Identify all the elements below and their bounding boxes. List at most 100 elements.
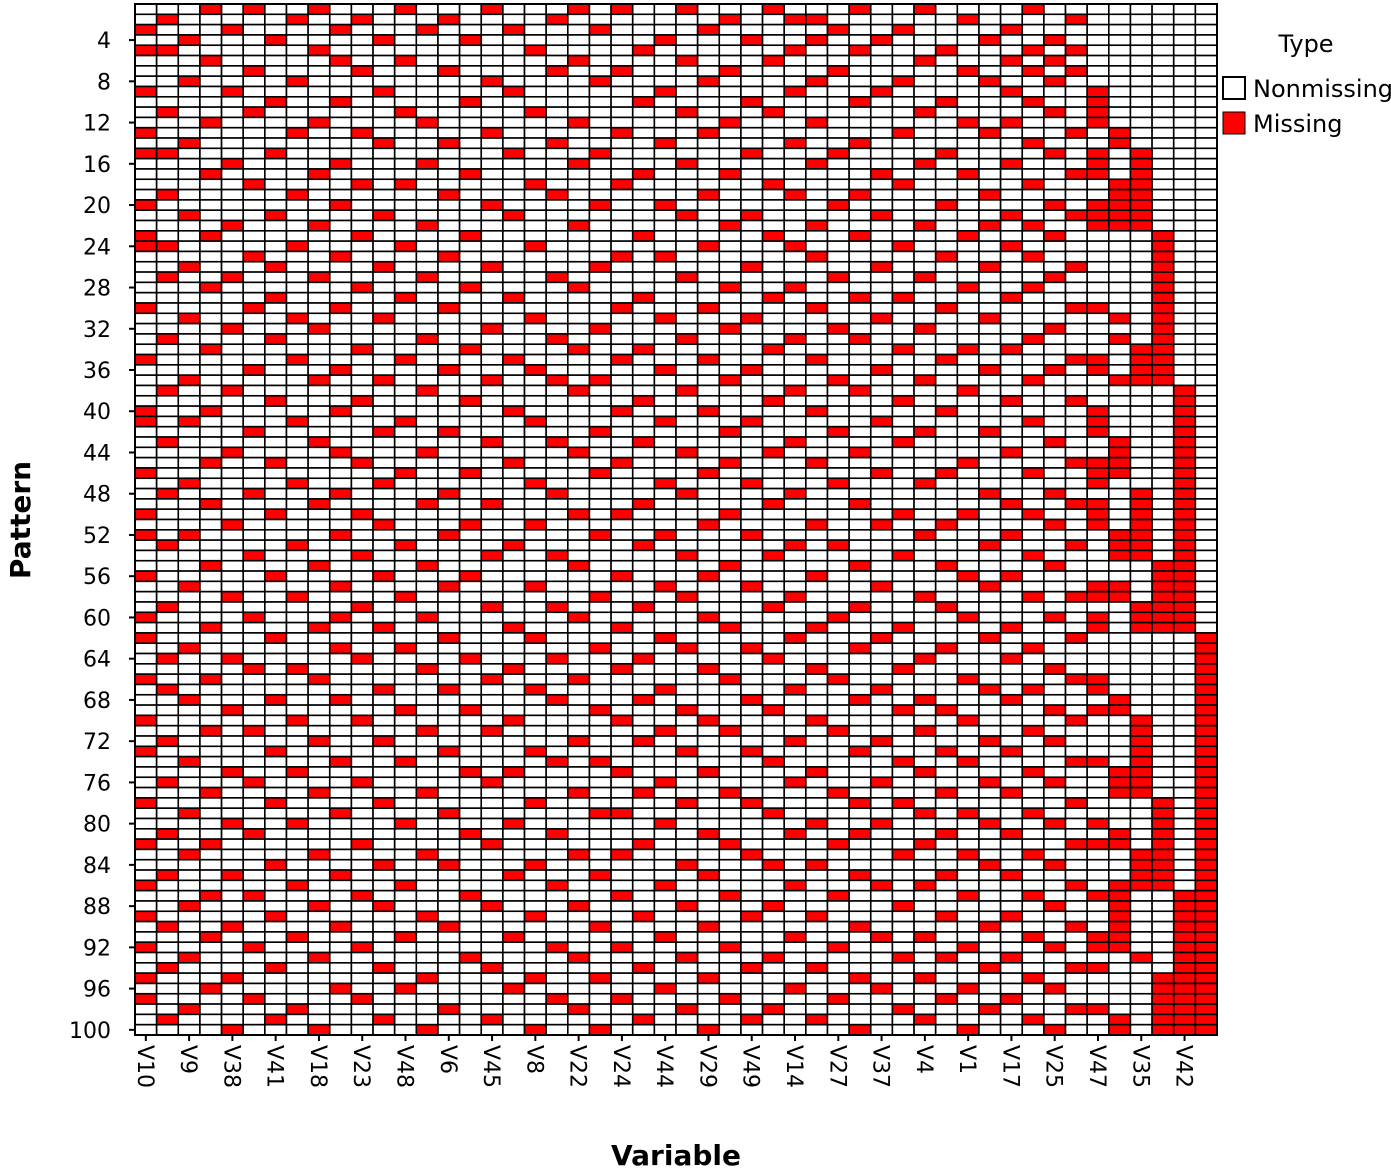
cell-missing	[588, 807, 612, 820]
cell-nonmissing	[437, 559, 461, 572]
cell-nonmissing	[826, 333, 850, 346]
cell-nonmissing	[199, 920, 223, 933]
cell-nonmissing	[956, 188, 980, 201]
cell-missing	[393, 642, 418, 655]
cell-nonmissing	[415, 652, 439, 665]
cell-missing	[1108, 879, 1132, 892]
cell-nonmissing	[891, 910, 915, 923]
cell-missing	[913, 766, 937, 779]
cell-nonmissing	[783, 570, 807, 583]
cell-nonmissing	[523, 838, 547, 851]
cell-missing	[761, 3, 785, 16]
cell-missing	[761, 394, 785, 407]
cell-nonmissing	[480, 1003, 504, 1016]
cell-nonmissing	[740, 735, 764, 748]
cell-missing	[1108, 920, 1132, 933]
cell-nonmissing	[177, 23, 201, 36]
cell-nonmissing	[372, 745, 396, 758]
cell-nonmissing	[242, 353, 266, 366]
cell-missing	[285, 766, 309, 779]
cell-nonmissing	[956, 797, 980, 809]
cell-nonmissing	[1043, 302, 1067, 315]
cell-nonmissing	[783, 838, 807, 851]
cell-nonmissing	[199, 518, 223, 531]
cell-nonmissing	[1086, 529, 1110, 541]
cell-nonmissing	[805, 776, 829, 789]
cell-nonmissing	[610, 106, 634, 119]
cell-nonmissing	[177, 199, 201, 211]
cell-missing	[696, 972, 721, 985]
cell-nonmissing	[393, 962, 418, 974]
cell-nonmissing	[978, 941, 1002, 954]
cell-nonmissing	[740, 343, 764, 356]
cell-nonmissing	[458, 116, 483, 129]
cell-nonmissing	[1086, 333, 1110, 346]
cell-missing	[869, 879, 894, 892]
cell-nonmissing	[610, 972, 634, 985]
cell-nonmissing	[415, 374, 439, 387]
cell-missing	[242, 65, 266, 77]
cell-nonmissing	[566, 250, 591, 263]
cell-nonmissing	[285, 518, 309, 531]
cell-nonmissing	[653, 126, 677, 139]
cell-nonmissing	[1064, 858, 1088, 871]
cell-missing	[978, 219, 1002, 232]
cell-missing	[155, 147, 180, 160]
cell-missing	[177, 75, 201, 88]
cell-nonmissing	[415, 766, 439, 779]
cell-nonmissing	[220, 34, 244, 47]
cell-nonmissing	[848, 343, 872, 356]
cell-nonmissing	[1021, 992, 1045, 1005]
cell-nonmissing	[372, 766, 396, 779]
cell-nonmissing	[978, 838, 1002, 851]
cell-nonmissing	[1194, 322, 1218, 335]
cell-nonmissing	[177, 931, 201, 944]
cell-nonmissing	[805, 126, 829, 139]
cell-missing	[350, 456, 374, 469]
cell-nonmissing	[437, 601, 461, 614]
cell-nonmissing	[502, 415, 526, 428]
cell-nonmissing	[999, 34, 1024, 47]
cell-missing	[1086, 302, 1110, 315]
cell-missing	[978, 735, 1002, 748]
cell-nonmissing	[869, 199, 894, 211]
cell-nonmissing	[350, 260, 374, 273]
cell-nonmissing	[437, 240, 461, 253]
cell-nonmissing	[285, 838, 309, 851]
cell-nonmissing	[913, 209, 937, 222]
cell-nonmissing	[1151, 188, 1175, 201]
cell-nonmissing	[848, 477, 872, 490]
cell-nonmissing	[134, 601, 158, 614]
cell-nonmissing	[545, 322, 569, 335]
cell-missing	[415, 333, 439, 346]
cell-nonmissing	[523, 827, 547, 840]
cell-nonmissing	[761, 714, 785, 727]
cell-nonmissing	[653, 95, 677, 108]
cell-nonmissing	[393, 230, 418, 242]
cell-missing	[956, 1023, 980, 1036]
cell-nonmissing	[437, 446, 461, 459]
cell-nonmissing	[588, 302, 612, 315]
cell-missing	[913, 374, 937, 387]
cell-missing	[328, 611, 353, 624]
cell-nonmissing	[826, 1023, 850, 1036]
cell-nonmissing	[350, 529, 374, 541]
cell-nonmissing	[869, 498, 894, 510]
cell-nonmissing	[1064, 766, 1088, 779]
cell-missing	[437, 302, 461, 315]
cell-nonmissing	[242, 869, 266, 882]
cell-nonmissing	[242, 147, 266, 160]
cell-nonmissing	[978, 559, 1002, 572]
cell-nonmissing	[631, 364, 656, 376]
cell-nonmissing	[1194, 260, 1218, 273]
cell-nonmissing	[523, 673, 547, 686]
cell-nonmissing	[242, 621, 266, 634]
cell-missing	[523, 797, 547, 809]
cell-nonmissing	[783, 446, 807, 459]
cell-nonmissing	[1043, 807, 1067, 820]
cell-nonmissing	[718, 199, 742, 211]
cell-nonmissing	[1172, 858, 1197, 871]
cell-nonmissing	[999, 817, 1024, 830]
cell-nonmissing	[502, 724, 526, 737]
cell-nonmissing	[220, 735, 244, 748]
